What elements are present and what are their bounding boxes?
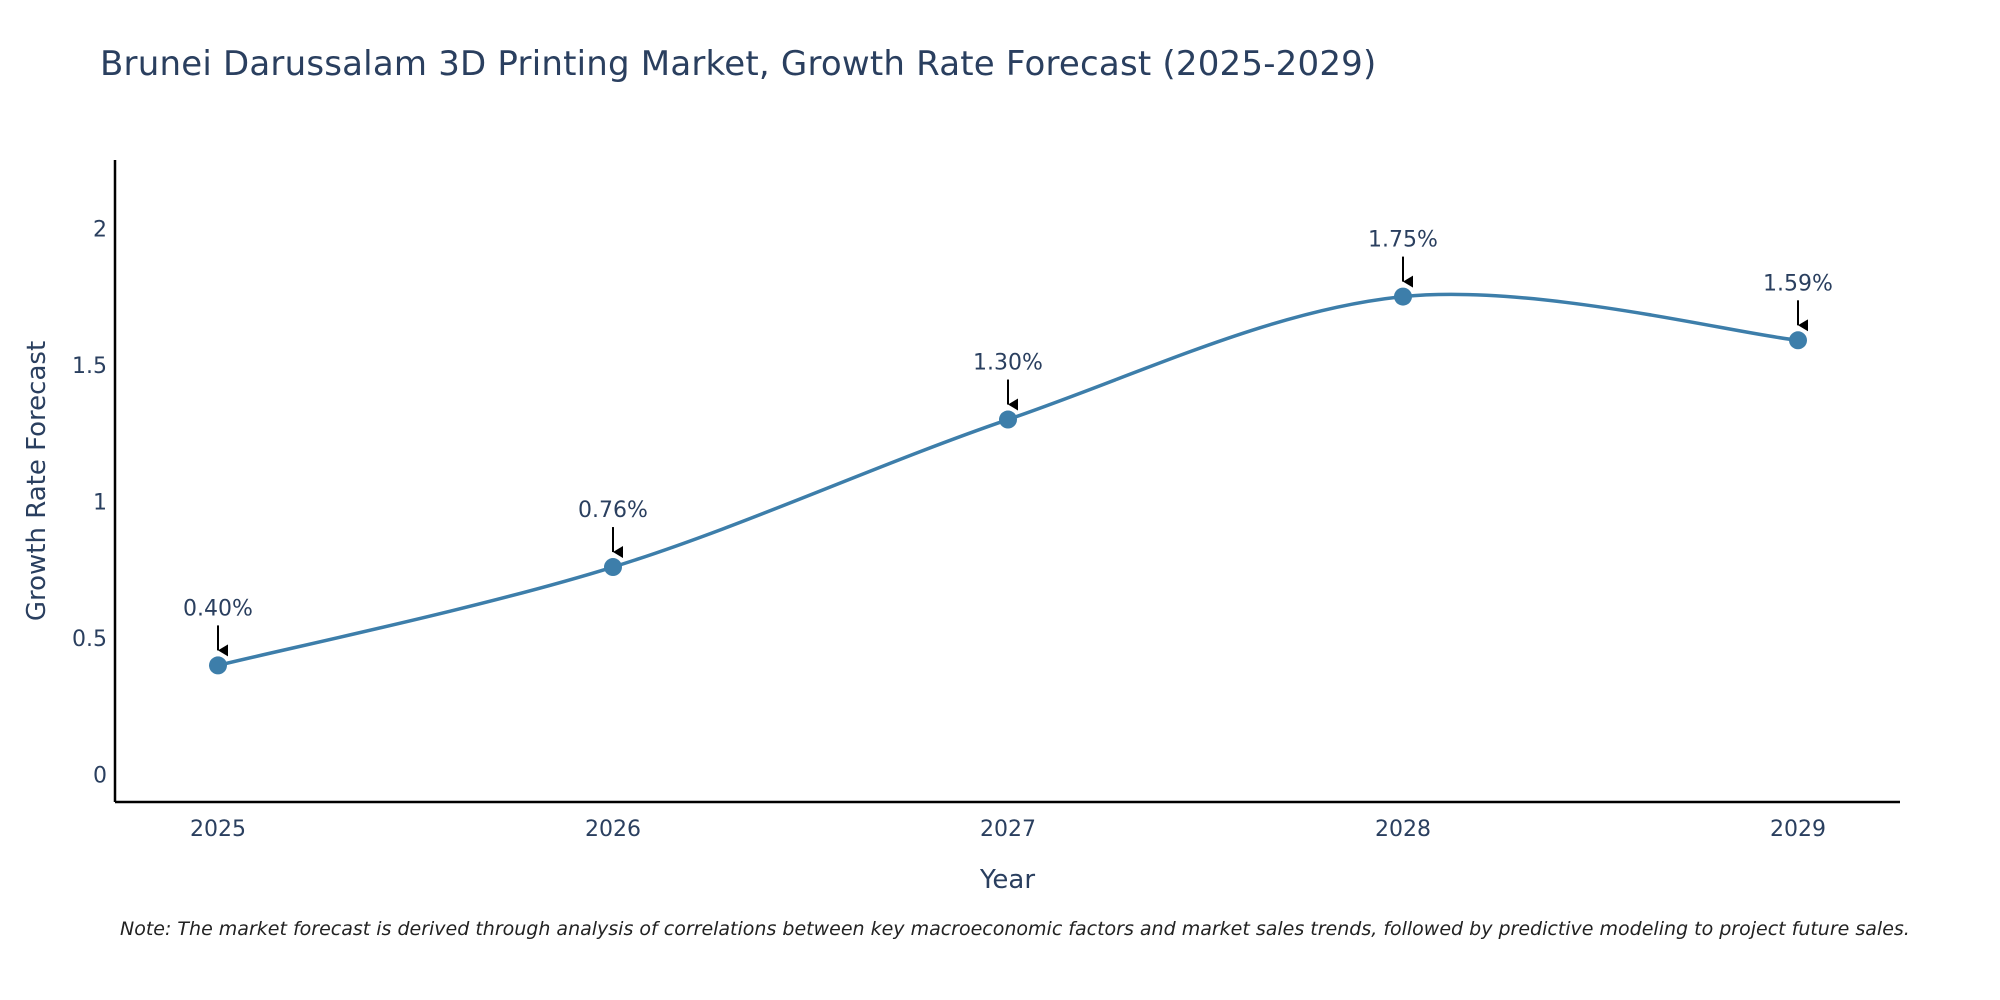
data-label: 1.30% (973, 351, 1043, 376)
data-point (604, 558, 622, 577)
series-growth-rate (209, 287, 1807, 675)
annotations: 0.40% 0.76% 1.30% 1.75% 1.59% (183, 228, 1833, 657)
chart-title: Brunei Darussalam 3D Printing Market, Gr… (100, 44, 1377, 84)
x-axis-title: Year (979, 865, 1035, 895)
data-label: 0.40% (183, 596, 253, 621)
data-label: 0.76% (578, 498, 648, 523)
y-tick-label: 1.5 (72, 354, 107, 379)
axes (113, 160, 1900, 804)
data-label: 1.59% (1763, 271, 1833, 296)
tick-labels: 0 0.5 1 1.5 2 2025 2026 2027 2028 2029 (72, 217, 1826, 842)
x-tick-label: 2027 (980, 817, 1036, 842)
data-point (999, 410, 1017, 429)
data-label: 1.75% (1368, 228, 1438, 253)
y-tick-label: 0 (93, 764, 107, 789)
data-point (209, 656, 227, 675)
x-tick-label: 2025 (190, 817, 246, 842)
data-point (1789, 331, 1807, 350)
x-tick-label: 2028 (1375, 817, 1431, 842)
y-tick-label: 1 (93, 490, 107, 515)
x-tick-label: 2026 (585, 817, 641, 842)
footnote: Note: The market forecast is derived thr… (120, 918, 1910, 940)
y-tick-label: 2 (93, 217, 107, 242)
data-point (1394, 287, 1412, 306)
y-tick-label: 0.5 (72, 627, 107, 652)
x-tick-label: 2029 (1770, 817, 1826, 842)
y-axis-title: Growth Rate Forecast (22, 341, 52, 621)
